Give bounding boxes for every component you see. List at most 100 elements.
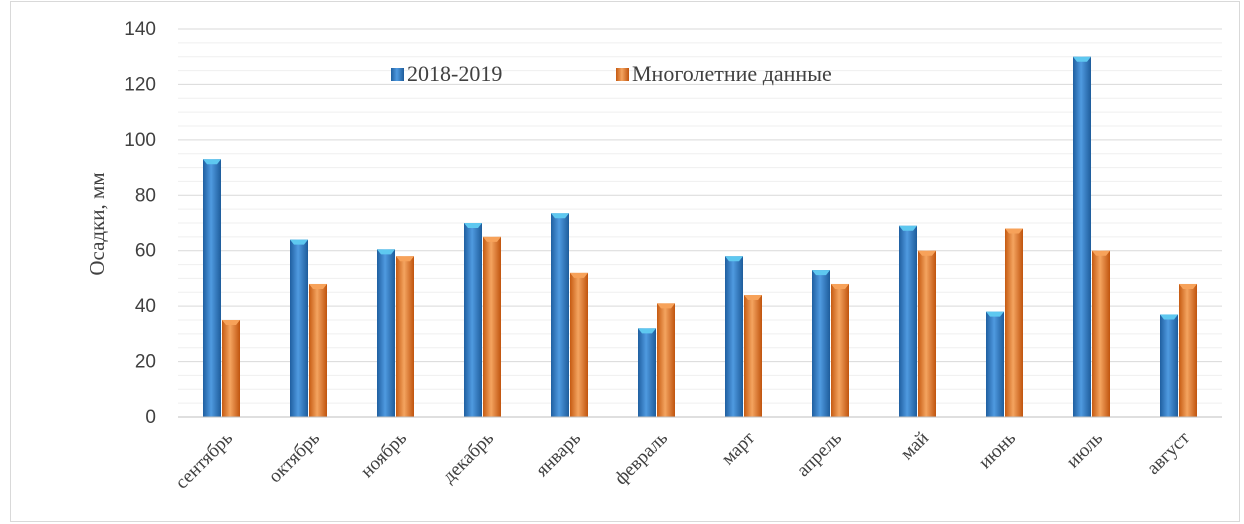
x-tick-label: апрель — [793, 427, 847, 481]
bar-cap — [222, 320, 240, 325]
bar-cap — [725, 256, 743, 262]
bar-cap — [1092, 250, 1110, 256]
y-tick-label: 140 — [124, 19, 156, 40]
bar-s2018-2019-октябрь — [290, 239, 308, 417]
bars — [203, 56, 1197, 417]
y-tick-label: 40 — [135, 296, 156, 317]
bar-cap — [1005, 228, 1023, 234]
bar-cap — [570, 272, 588, 278]
bar-cap — [812, 270, 830, 276]
bar-cap — [831, 283, 849, 289]
x-tick-label: февраль — [611, 427, 673, 489]
x-tick-label: ноябрь — [357, 427, 412, 482]
bar-body — [1073, 56, 1091, 417]
legend-swatch-longterm — [616, 68, 629, 81]
x-axis-labels: сентябрь октябрь ноябрь декабрь январь феврал… — [171, 427, 1194, 493]
bar-cap — [1160, 314, 1178, 320]
bar-longterm-ноябрь — [396, 256, 414, 417]
bar-s2018-2019-декабрь — [464, 223, 482, 417]
bar-cap — [986, 311, 1004, 317]
bar-s2018-2019-февраль — [638, 328, 656, 417]
bar-body — [551, 213, 569, 417]
x-tick-label: сентябрь — [171, 427, 237, 493]
y-tick-label: 120 — [124, 74, 156, 95]
bar-cap — [309, 283, 327, 289]
x-tick-label: июнь — [975, 427, 1021, 473]
gridlines — [178, 28, 1222, 418]
bar-s2018-2019-май — [899, 225, 917, 417]
x-tick-label: май — [897, 428, 933, 464]
bar-body — [483, 236, 501, 417]
bar-body — [831, 283, 849, 417]
bar-s2018-2019-ноябрь — [377, 249, 395, 417]
y-tick-label: 0 — [145, 407, 156, 428]
y-tick-label: 60 — [135, 241, 156, 262]
bar-longterm-декабрь — [483, 236, 501, 417]
legend-label-longterm: Многолетние данные — [632, 61, 832, 86]
bar-s2018-2019-июль — [1073, 56, 1091, 417]
bar-longterm-апрель — [831, 283, 849, 417]
bar-cap — [899, 225, 917, 231]
bar-body — [986, 311, 1004, 417]
bar-body — [744, 295, 762, 417]
bar-body — [222, 320, 240, 417]
bar-body — [1179, 283, 1197, 417]
bar-cap — [483, 236, 501, 242]
legend: 2018-2019 Многолетние данные — [391, 61, 832, 86]
bar-body — [812, 270, 830, 417]
bar-body — [464, 223, 482, 417]
legend-label-2018-2019: 2018-2019 — [407, 61, 502, 86]
y-tick-label: 80 — [135, 185, 156, 206]
x-tick-label: июль — [1062, 427, 1107, 472]
bar-cap — [657, 303, 675, 309]
bar-body — [309, 283, 327, 417]
bar-longterm-октябрь — [309, 283, 327, 417]
y-axis-ticks: 0 20 40 60 80 100 120 140 — [124, 19, 156, 428]
bar-cap — [377, 249, 395, 255]
bar-body — [396, 256, 414, 417]
y-tick-label: 20 — [135, 352, 156, 373]
bar-longterm-май — [918, 250, 936, 417]
bar-cap — [638, 328, 656, 334]
bar-body — [1092, 250, 1110, 417]
legend-swatch-2018-2019 — [391, 68, 404, 81]
bar-s2018-2019-август — [1160, 314, 1178, 417]
x-tick-label: март — [717, 427, 759, 469]
bar-cap — [203, 159, 221, 165]
bar-cap — [290, 239, 308, 245]
bar-cap — [396, 256, 414, 262]
bar-body — [203, 159, 221, 417]
y-axis-label: Осадки, мм — [85, 172, 109, 275]
y-tick-label: 100 — [124, 130, 156, 151]
bar-s2018-2019-март — [725, 256, 743, 417]
bar-body — [377, 249, 395, 417]
bar-cap — [551, 213, 569, 219]
x-tick-label: октябрь — [265, 427, 325, 487]
bar-body — [657, 303, 675, 417]
bar-s2018-2019-сентябрь — [203, 159, 221, 417]
bar-body — [1005, 228, 1023, 417]
bar-s2018-2019-январь — [551, 213, 569, 417]
x-tick-label: январь — [532, 427, 585, 480]
bar-body — [899, 225, 917, 417]
bar-body — [918, 250, 936, 417]
bar-longterm-сентябрь — [222, 320, 240, 417]
bar-longterm-июнь — [1005, 228, 1023, 417]
bar-cap — [1179, 283, 1197, 289]
bar-body — [1160, 314, 1178, 417]
x-tick-label: декабрь — [438, 427, 498, 487]
x-tick-label: август — [1143, 427, 1195, 479]
bar-longterm-февраль — [657, 303, 675, 417]
bar-longterm-июль — [1092, 250, 1110, 417]
bar-cap — [918, 250, 936, 256]
bar-cap — [1073, 56, 1091, 62]
bar-cap — [744, 295, 762, 301]
bar-body — [290, 239, 308, 417]
bar-cap — [464, 223, 482, 228]
bar-s2018-2019-апрель — [812, 270, 830, 417]
bar-body — [725, 256, 743, 417]
bar-longterm-август — [1179, 283, 1197, 417]
bar-s2018-2019-июнь — [986, 311, 1004, 417]
bar-longterm-март — [744, 295, 762, 417]
